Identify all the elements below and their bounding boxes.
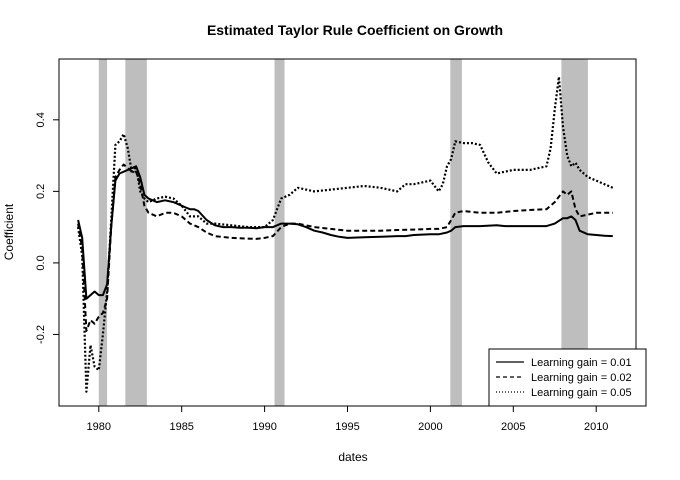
recession-band [98, 59, 108, 406]
y-tick-label: -0.2 [35, 325, 47, 344]
series-lines [77, 75, 614, 393]
recession-band [274, 59, 285, 406]
x-tick-label: 1985 [169, 421, 193, 433]
legend-label: Learning gain = 0.01 [531, 357, 632, 369]
x-tick-label: 1995 [335, 421, 359, 433]
y-tick-label: 0.0 [35, 255, 47, 270]
x-tick-label: 1980 [87, 421, 111, 433]
recession-band [450, 59, 462, 406]
recession-band [125, 59, 147, 406]
x-tick-label: 2010 [584, 421, 608, 433]
x-axis-label: dates [338, 450, 367, 464]
x-axis: 1980 1985 1990 1995 2000 2005 2010 [87, 405, 608, 433]
series-line-solid [77, 165, 613, 300]
y-tick-label: 0.2 [35, 184, 47, 199]
legend: Learning gain = 0.01 Learning gain = 0.02… [488, 348, 647, 407]
legend-box [488, 348, 647, 407]
chart-title: Estimated Taylor Rule Coefficient on Gro… [207, 22, 503, 38]
y-axis: -0.2 0.0 0.2 0.4 [35, 112, 60, 344]
x-tick-label: 2005 [501, 421, 525, 433]
legend-label: Learning gain = 0.02 [531, 372, 632, 384]
y-tick-label: 0.4 [35, 112, 47, 127]
x-tick-label: 1990 [252, 421, 276, 433]
x-tick-label: 2000 [418, 421, 442, 433]
y-axis-label: Coefficient [2, 203, 16, 260]
series-line-dashed [77, 163, 613, 332]
series-line-dotted [77, 75, 614, 393]
legend-label: Learning gain = 0.05 [531, 387, 632, 399]
